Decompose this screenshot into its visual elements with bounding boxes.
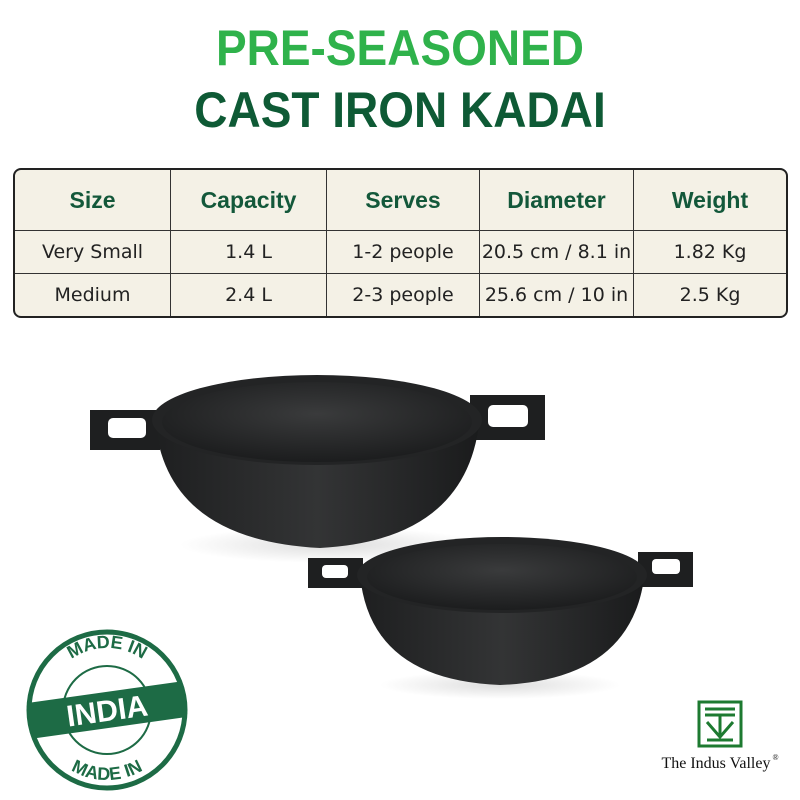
cell-capacity: 1.4 L <box>171 231 327 274</box>
header-weight: Weight <box>634 170 786 231</box>
cell-serves: 2-3 people <box>327 274 480 316</box>
header-diameter: Diameter <box>480 170 634 231</box>
cell-diameter: 20.5 cm / 8.1 in <box>480 231 634 274</box>
indus-valley-logo-icon <box>697 700 743 748</box>
cell-diameter: 25.6 cm / 10 in <box>480 274 634 316</box>
large-kadai <box>90 375 545 563</box>
made-in-india-stamp: MADE IN MADE IN INDIA <box>26 629 188 791</box>
table-header-row: Size Capacity Serves Diameter Weight <box>15 170 786 231</box>
header-capacity: Capacity <box>171 170 327 231</box>
table-row: Medium 2.4 L 2-3 people 25.6 cm / 10 in … <box>15 274 786 316</box>
cell-weight: 1.82 Kg <box>634 231 786 274</box>
cell-serves: 1-2 people <box>327 231 480 274</box>
brand-name: The Indus Valley <box>661 755 771 772</box>
small-kadai <box>308 537 693 699</box>
registered-mark: ® <box>772 753 779 762</box>
title-line-1: PRE-SEASONED <box>215 20 585 76</box>
kadai-product-image <box>90 375 693 699</box>
size-spec-table: Size Capacity Serves Diameter Weight Ver… <box>13 168 788 318</box>
table-row: Very Small 1.4 L 1-2 people 20.5 cm / 8.… <box>15 231 786 274</box>
title-line-2: CAST IRON KADAI <box>194 82 606 138</box>
stamp-bottom-text: MADE IN <box>69 756 145 784</box>
cell-capacity: 2.4 L <box>171 274 327 316</box>
cell-size: Very Small <box>15 231 171 274</box>
svg-text:MADE IN: MADE IN <box>69 756 145 784</box>
header-size: Size <box>15 170 171 231</box>
cell-weight: 2.5 Kg <box>679 284 741 306</box>
cell-size: Medium <box>15 274 171 316</box>
header-serves: Serves <box>327 170 480 231</box>
brand-logo: The Indus Valley ® <box>645 700 795 774</box>
